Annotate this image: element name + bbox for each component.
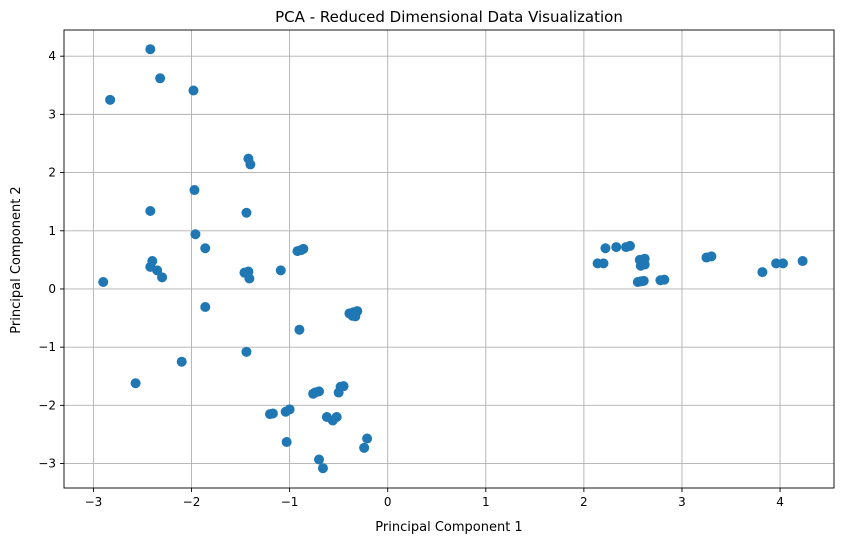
y-axis-ticks: −3 −2 −1 0 1 2 3 4 <box>38 49 64 471</box>
x-tick-label: 3 <box>678 495 686 509</box>
x-axis-label: Principal Component 1 <box>375 520 522 535</box>
scatter-point <box>298 243 309 254</box>
scatter-point <box>189 185 200 196</box>
x-tick-label: −1 <box>281 495 299 509</box>
scatter-point <box>706 251 717 262</box>
chart-title: PCA - Reduced Dimensional Data Visualiza… <box>275 8 623 26</box>
scatter-point <box>638 275 649 286</box>
scatter-point <box>245 159 256 170</box>
y-tick-label: −1 <box>38 340 56 354</box>
x-axis-ticks: −3 −2 −1 0 1 2 3 4 <box>85 488 784 509</box>
scatter-point <box>105 94 116 105</box>
scatter-point <box>241 346 252 357</box>
scatter-point <box>200 243 211 254</box>
y-tick-label: 2 <box>48 166 56 180</box>
scatter-point <box>241 207 252 218</box>
y-tick-label: −3 <box>38 457 56 471</box>
scatter-point <box>659 274 670 285</box>
scatter-point <box>331 412 342 423</box>
scatter-point <box>281 437 292 448</box>
scatter-point <box>639 259 650 270</box>
y-tick-label: −2 <box>38 398 56 412</box>
scatter-point <box>244 273 255 284</box>
scatter-point <box>314 454 325 465</box>
scatter-point <box>190 229 201 240</box>
y-tick-label: 4 <box>48 49 56 63</box>
scatter-point <box>771 258 782 269</box>
scatter-point <box>359 442 370 453</box>
scatter-point <box>176 356 187 367</box>
scatter-point <box>317 463 328 474</box>
scatter-point <box>294 324 305 335</box>
scatter-point <box>624 240 635 251</box>
scatter-point <box>308 388 319 399</box>
scatter-point <box>188 85 199 96</box>
data-points <box>98 44 808 474</box>
scatter-point <box>333 387 344 398</box>
y-tick-label: 3 <box>48 107 56 121</box>
scatter-point <box>362 433 373 444</box>
x-tick-label: 0 <box>384 495 392 509</box>
scatter-point <box>264 409 275 420</box>
scatter-point <box>98 276 109 287</box>
scatter-point <box>130 378 141 389</box>
scatter-point <box>797 256 808 267</box>
scatter-point <box>352 306 363 317</box>
scatter-point <box>200 302 211 313</box>
scatter-point <box>611 242 622 253</box>
x-tick-label: −2 <box>183 495 201 509</box>
scatter-point <box>152 265 163 276</box>
scatter-point <box>598 258 609 269</box>
x-tick-label: 2 <box>580 495 588 509</box>
grid-lines <box>64 30 834 488</box>
x-tick-label: 1 <box>482 495 490 509</box>
y-tick-label: 0 <box>48 282 56 296</box>
y-axis-label: Principal Component 2 <box>9 186 24 333</box>
scatter-point <box>145 44 156 55</box>
scatter-point <box>757 267 768 278</box>
plot-area-frame <box>63 29 835 489</box>
scatter-point <box>275 265 286 276</box>
scatter-point <box>145 205 156 216</box>
y-tick-label: 1 <box>48 224 56 238</box>
scatter-point <box>280 406 291 417</box>
x-tick-label: −3 <box>85 495 103 509</box>
scatter-point <box>777 258 788 269</box>
x-tick-label: 4 <box>776 495 784 509</box>
scatter-point <box>157 272 168 283</box>
scatter-point <box>155 73 166 84</box>
scatter-point <box>600 243 611 254</box>
